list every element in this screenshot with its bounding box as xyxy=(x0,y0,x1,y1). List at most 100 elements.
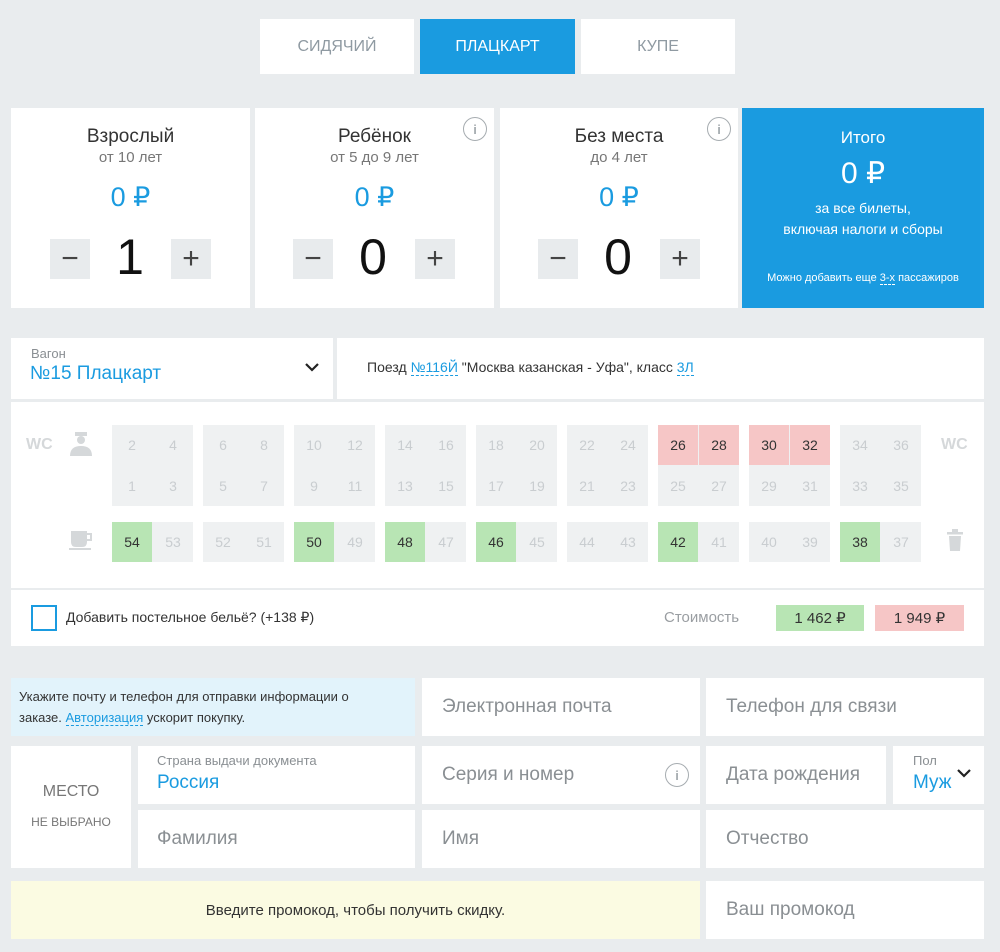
seat-50[interactable]: 50 xyxy=(294,522,334,562)
seat-38[interactable]: 38 xyxy=(840,522,880,562)
seat-39: 39 xyxy=(802,534,818,550)
document-field[interactable]: Серия и номер i xyxy=(422,746,700,804)
seat-49: 49 xyxy=(347,534,363,550)
car-select[interactable]: Вагон №15 Плацкарт xyxy=(11,338,333,399)
gender-label: Пол xyxy=(913,753,937,768)
promo-field[interactable]: Ваш промокод xyxy=(706,881,984,939)
seat-11: 11 xyxy=(347,478,363,494)
seat-30[interactable]: 30 xyxy=(749,425,789,465)
seat-46[interactable]: 46 xyxy=(476,522,516,562)
seat-33: 33 xyxy=(852,478,868,494)
tab-coupe[interactable]: КУПЕ xyxy=(581,19,735,74)
patronymic-field[interactable]: Отчество xyxy=(706,810,984,868)
country-label: Страна выдачи документа xyxy=(157,753,317,768)
seat-3: 3 xyxy=(169,478,177,494)
seat-28[interactable]: 28 xyxy=(699,425,739,465)
seat-1: 1 xyxy=(128,478,136,494)
birthdate-field[interactable]: Дата рождения xyxy=(706,746,886,804)
side-bay-bg xyxy=(203,522,284,562)
info-icon[interactable]: i xyxy=(665,763,689,787)
seat-10: 10 xyxy=(306,437,322,453)
seat-48[interactable]: 48 xyxy=(385,522,425,562)
compartment-bg xyxy=(476,425,557,506)
adult-minus-button[interactable]: − xyxy=(50,239,90,279)
phone-field[interactable]: Телефон для связи xyxy=(706,678,984,736)
train-class-link[interactable]: 3Л xyxy=(676,359,694,376)
total-card: Итого 0 ₽ за все билеты, включая налоги … xyxy=(742,108,984,308)
promo-placeholder: Ваш промокод xyxy=(726,899,855,920)
auth-link[interactable]: Авторизация xyxy=(65,710,144,726)
child-minus-button[interactable]: − xyxy=(293,239,333,279)
bedding-checkbox[interactable] xyxy=(31,605,57,631)
tab-seated[interactable]: СИДЯЧИЙ xyxy=(260,19,414,74)
seat-15: 15 xyxy=(438,478,454,494)
infant-subtitle: до 4 лет xyxy=(590,149,648,166)
wc-left-label: WC xyxy=(26,436,53,453)
phone-placeholder: Телефон для связи xyxy=(726,696,897,717)
gender-select[interactable]: Пол Муж xyxy=(893,746,984,804)
country-value: Россия xyxy=(157,772,220,793)
seat-27: 27 xyxy=(711,478,727,494)
seat-36: 36 xyxy=(893,437,909,453)
contact-hint-line1: Укажите почту и телефон для отправки инф… xyxy=(19,689,349,704)
seat-24: 24 xyxy=(620,437,636,453)
child-title: Ребёнок xyxy=(337,126,411,147)
infant-count: 0 xyxy=(604,229,632,285)
compartment-bg xyxy=(567,425,648,506)
name-field[interactable]: Имя xyxy=(422,810,700,868)
train-number-link[interactable]: №116Й xyxy=(410,359,458,376)
seat-9: 9 xyxy=(310,478,318,494)
seat-map: WC WC 2 4 6 8 10 12 14 16 18 20 22 24 26 28 30 32 34 36 1 3… xyxy=(11,402,984,588)
seat-6: 6 xyxy=(219,437,227,453)
side-bay-bg xyxy=(749,522,830,562)
adult-count: 1 xyxy=(116,229,144,285)
seat-45: 45 xyxy=(529,534,545,550)
seat-14: 14 xyxy=(397,437,413,453)
info-icon[interactable]: i xyxy=(463,117,487,141)
add-passengers-link[interactable]: 3-х xyxy=(879,272,896,285)
cost-label: Стоимость xyxy=(664,609,740,626)
seat-34: 34 xyxy=(852,437,868,453)
infant-title: Без места xyxy=(574,126,664,147)
seat-4: 4 xyxy=(169,437,177,453)
infant-minus-button[interactable]: − xyxy=(538,239,578,279)
total-desc-2: включая налоги и сборы xyxy=(783,221,943,237)
seat-value: НЕ ВЫБРАНО xyxy=(31,815,111,829)
seat-31: 31 xyxy=(802,478,818,494)
country-select[interactable]: Страна выдачи документа Россия xyxy=(138,746,415,804)
train-prefix: Поезд xyxy=(367,359,411,375)
price-red: 1 949 ₽ xyxy=(875,605,964,631)
seat-52: 52 xyxy=(215,534,231,550)
seat-42[interactable]: 42 xyxy=(658,522,698,562)
adult-price: 0 ₽ xyxy=(110,182,151,212)
seat-25: 25 xyxy=(670,478,686,494)
child-price: 0 ₽ xyxy=(354,182,395,212)
seat-26[interactable]: 26 xyxy=(658,425,698,465)
email-field[interactable]: Электронная почта xyxy=(422,678,700,736)
seat-32[interactable]: 32 xyxy=(790,425,830,465)
seat-19: 19 xyxy=(529,478,545,494)
seat-17: 17 xyxy=(488,478,504,494)
bedding-label: Добавить постельное бельё? (+138 ₽) xyxy=(66,609,315,625)
infant-plus-button[interactable]: + xyxy=(660,239,700,279)
seat-54[interactable]: 54 xyxy=(112,522,152,562)
seat-23: 23 xyxy=(620,478,636,494)
promo-hint: Введите промокод, чтобы получить скидку. xyxy=(11,881,700,939)
child-plus-button[interactable]: + xyxy=(415,239,455,279)
total-note: Можно добавить еще 3-х пассажиров xyxy=(742,272,984,285)
seat-12: 12 xyxy=(347,437,363,453)
child-count: 0 xyxy=(359,229,387,285)
seat-indicator: МЕСТО НЕ ВЫБРАНО xyxy=(11,746,131,868)
tab-platzkart[interactable]: ПЛАЦКАРТ xyxy=(420,19,575,74)
total-desc-1: за все билеты, xyxy=(815,200,911,216)
seat-2: 2 xyxy=(128,437,136,453)
surname-field[interactable]: Фамилия xyxy=(138,810,415,868)
gender-value: Муж xyxy=(913,772,952,793)
train-route: "Москва казанская - Уфа", класс xyxy=(457,359,677,375)
seat-21: 21 xyxy=(579,478,595,494)
adult-subtitle: от 10 лет xyxy=(98,149,163,166)
info-icon[interactable]: i xyxy=(707,117,731,141)
adult-plus-button[interactable]: + xyxy=(171,239,211,279)
total-amount: 0 ₽ xyxy=(840,157,886,190)
infant-price: 0 ₽ xyxy=(599,182,639,212)
